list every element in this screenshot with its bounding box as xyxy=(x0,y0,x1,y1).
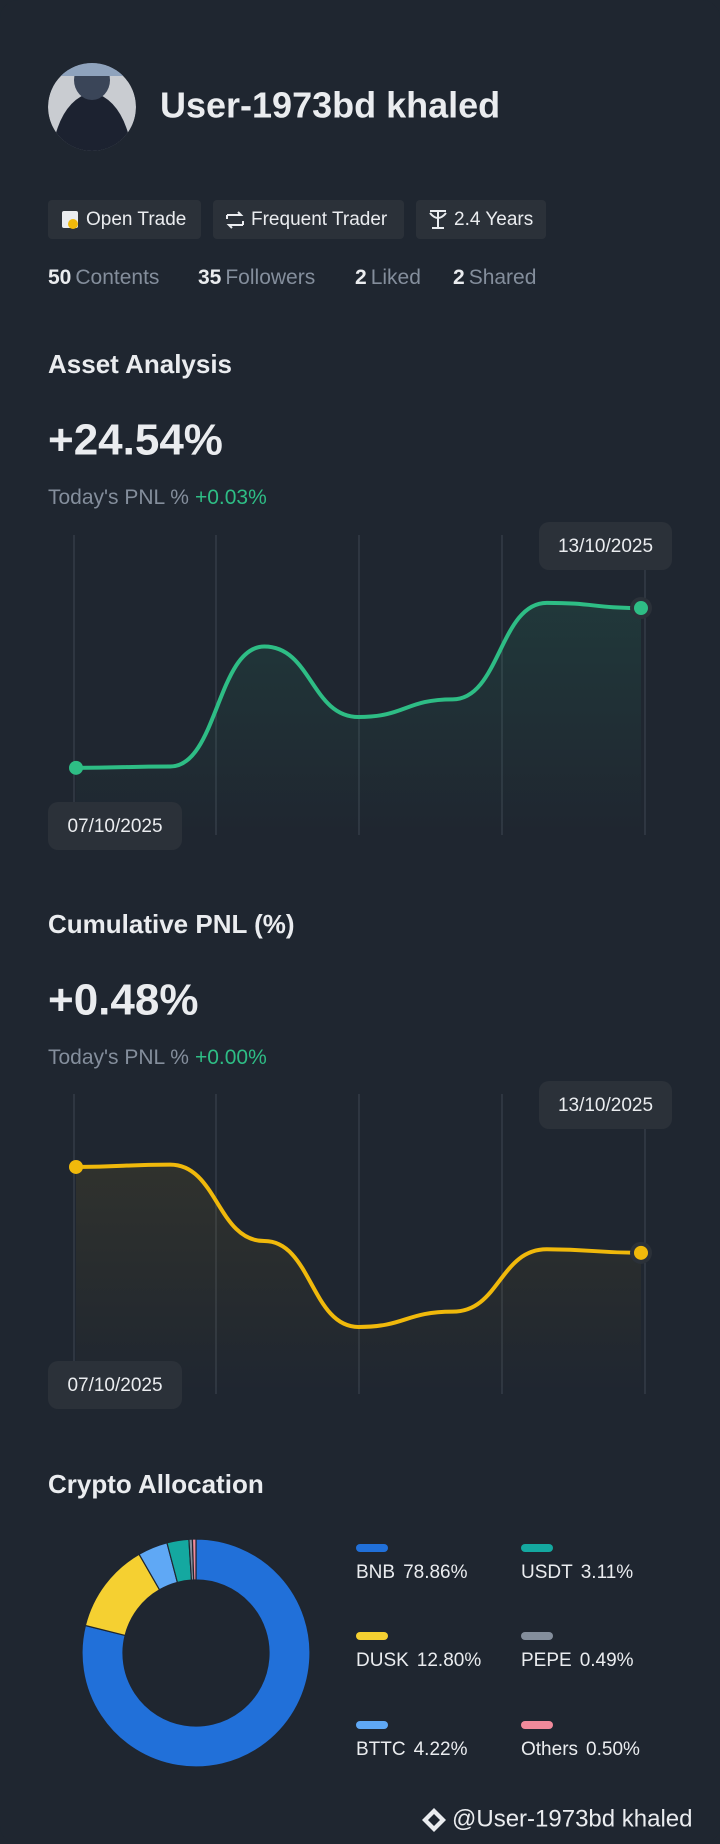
badge[interactable]: Frequent Trader xyxy=(213,200,404,239)
date-label: 07/10/2025 xyxy=(67,816,162,837)
badge-label: 2.4 Years xyxy=(454,209,533,230)
badge-bg xyxy=(416,200,546,239)
legend-label: BTTC 4.22% xyxy=(356,1739,468,1760)
legend-label: Others 0.50% xyxy=(521,1739,640,1760)
end-point xyxy=(634,601,648,616)
end-point xyxy=(634,1245,648,1260)
legend-swatch xyxy=(521,1544,553,1552)
legend-name: BTTC xyxy=(356,1739,406,1760)
today-value: +0.03% xyxy=(195,486,267,509)
section-title: Crypto Allocation xyxy=(48,1469,264,1499)
line xyxy=(75,1162,642,1329)
stat-value: 2 xyxy=(453,266,465,289)
end-point xyxy=(69,1159,83,1174)
badge-label: Open Trade xyxy=(86,209,186,230)
legend-value: 3.11% xyxy=(581,1562,634,1583)
date-tooltip xyxy=(539,522,672,570)
legend-name: USDT xyxy=(521,1562,573,1583)
legend-swatch xyxy=(521,1721,553,1729)
donut-slice xyxy=(81,1538,311,1768)
section-title: Cumulative PNL (%) xyxy=(48,909,295,939)
badge-label: Frequent Trader xyxy=(251,209,388,230)
watermark: @User-1973bd khaled xyxy=(452,1805,693,1832)
legend-value: 12.80% xyxy=(417,1650,482,1671)
end-point xyxy=(69,760,83,775)
date-tooltip xyxy=(48,1361,182,1409)
today-label: Today's PNL % xyxy=(48,486,189,509)
stat[interactable]: 35 Followers xyxy=(198,266,315,289)
legend-label: PEPE 0.49% xyxy=(521,1650,634,1671)
date-tooltip xyxy=(48,802,182,850)
headline-value: +24.54% xyxy=(48,416,223,465)
date-label: 13/10/2025 xyxy=(558,536,653,557)
donut-slice xyxy=(191,1538,197,1581)
date-label: 07/10/2025 xyxy=(67,1375,162,1396)
today-label: Today's PNL % xyxy=(48,1046,189,1069)
stat-label: Shared xyxy=(469,266,537,289)
line xyxy=(75,600,642,770)
legend-label: USDT 3.11% xyxy=(521,1562,633,1583)
legend-value: 78.86% xyxy=(403,1562,468,1583)
badge-bg xyxy=(48,200,201,239)
legend-name: DUSK xyxy=(356,1650,409,1671)
legend-swatch xyxy=(356,1721,388,1729)
stat-value: 35 xyxy=(198,266,222,289)
stat[interactable]: 50 Contents xyxy=(48,266,159,289)
stat-value: 50 xyxy=(48,266,71,289)
today-pnl: Today's PNL % +0.03% xyxy=(48,486,267,509)
watermark-logo xyxy=(422,1808,446,1832)
badge[interactable]: Open Trade xyxy=(48,200,201,239)
badge-icon xyxy=(68,219,78,229)
legend-value: 0.49% xyxy=(580,1650,634,1671)
badge-bg xyxy=(213,200,404,239)
today-pnl: Today's PNL % +0.00% xyxy=(48,1046,267,1069)
legend-swatch xyxy=(356,1544,388,1552)
badge-icon xyxy=(226,211,244,229)
section-title: Asset Analysis xyxy=(48,349,232,379)
legend-label: BNB 78.86% xyxy=(356,1562,468,1583)
stat-label: Liked xyxy=(371,266,421,289)
legend-name: BNB xyxy=(356,1562,395,1583)
headline-value: +0.48% xyxy=(48,976,198,1025)
date-tooltip xyxy=(539,1081,672,1129)
today-value: +0.00% xyxy=(195,1046,267,1069)
badge[interactable]: 2.4 Years xyxy=(416,200,546,239)
user-name: User-1973bd khaled xyxy=(160,85,500,126)
stat-label: Contents xyxy=(75,266,159,289)
stat-value: 2 xyxy=(355,266,367,289)
legend-swatch xyxy=(356,1632,388,1640)
stat-label: Followers xyxy=(225,266,315,289)
area xyxy=(76,1164,641,1394)
stat[interactable]: 2 Liked xyxy=(355,266,421,289)
stat[interactable]: 2 Shared xyxy=(453,266,536,289)
legend-name: Others xyxy=(521,1739,578,1760)
date-label: 13/10/2025 xyxy=(558,1095,653,1116)
legend-name: PEPE xyxy=(521,1650,572,1671)
avatar[interactable] xyxy=(48,60,136,151)
legend-value: 4.22% xyxy=(414,1739,468,1760)
badge-icon xyxy=(429,210,447,229)
legend-value: 0.50% xyxy=(586,1739,640,1760)
legend-label: DUSK 12.80% xyxy=(356,1650,481,1671)
legend-swatch xyxy=(521,1632,553,1640)
